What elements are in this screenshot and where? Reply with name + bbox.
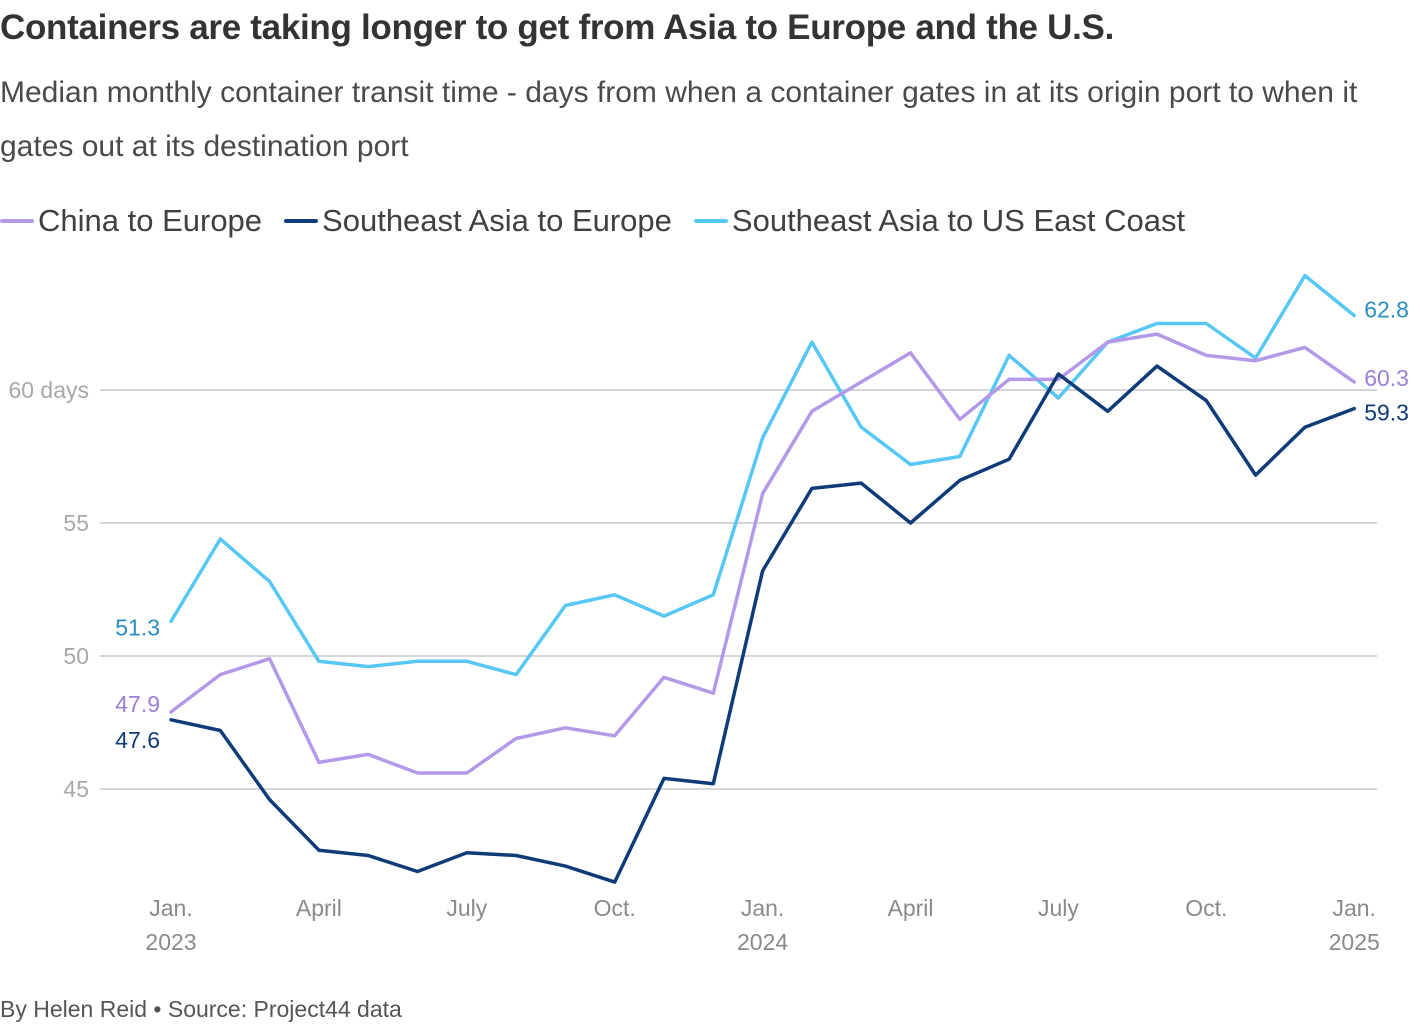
legend-label: Southeast Asia to Europe	[322, 203, 672, 238]
end-value-label: 60.3	[1364, 365, 1409, 391]
x-tick-label-year: 2024	[737, 929, 788, 955]
x-tick-label: Jan.	[1332, 895, 1375, 921]
x-tick-label: July	[446, 895, 487, 921]
legend-swatch	[0, 219, 34, 223]
chart-subtitle: Median monthly container transit time - …	[0, 76, 1358, 163]
start-value-label: 47.9	[115, 691, 160, 717]
end-value-label: 59.3	[1364, 400, 1409, 426]
y-tick-label: 50	[63, 643, 89, 669]
x-tick-label-year: 2025	[1329, 929, 1380, 955]
x-tick-label: Oct.	[1185, 895, 1227, 921]
legend-item-sea-us-east-coast: Southeast Asia to US East Coast	[693, 203, 1186, 239]
series-line-southeast-asia-to-europe	[169, 364, 1356, 884]
source-credit: By Helen Reid • Source: Project44 data	[0, 996, 402, 1022]
x-tick-label: Jan.	[741, 895, 784, 921]
series-line-china-to-europe	[169, 332, 1356, 775]
x-tick-label: Jan.	[149, 895, 192, 921]
x-tick-label: July	[1038, 895, 1079, 921]
legend-swatch	[693, 219, 728, 223]
start-value-label: 51.3	[115, 614, 160, 640]
y-tick-label: 60 days	[8, 377, 89, 403]
legend-label: Southeast Asia to US East Coast	[731, 203, 1186, 238]
series-line-southeast-asia-to-us-east-coast	[169, 273, 1356, 677]
x-tick-label: April	[296, 895, 342, 921]
x-tick-label-year: 2023	[145, 929, 196, 955]
x-tick-label: Oct.	[594, 895, 636, 921]
chart-title: Containers are taking longer to get from…	[0, 8, 1115, 47]
legend-item-china-europe: China to Europe	[0, 203, 262, 239]
y-tick-label: 55	[63, 510, 89, 536]
legend: China to Europe Southeast Asia to Europe…	[0, 196, 1207, 246]
start-value-label: 47.6	[115, 727, 160, 753]
y-tick-label: 45	[63, 776, 89, 802]
legend-item-sea-europe: Southeast Asia to Europe	[284, 203, 672, 239]
legend-swatch	[284, 219, 319, 223]
legend-label: China to Europe	[38, 203, 263, 238]
x-tick-label: April	[887, 895, 933, 921]
end-value-label: 62.8	[1364, 297, 1409, 323]
